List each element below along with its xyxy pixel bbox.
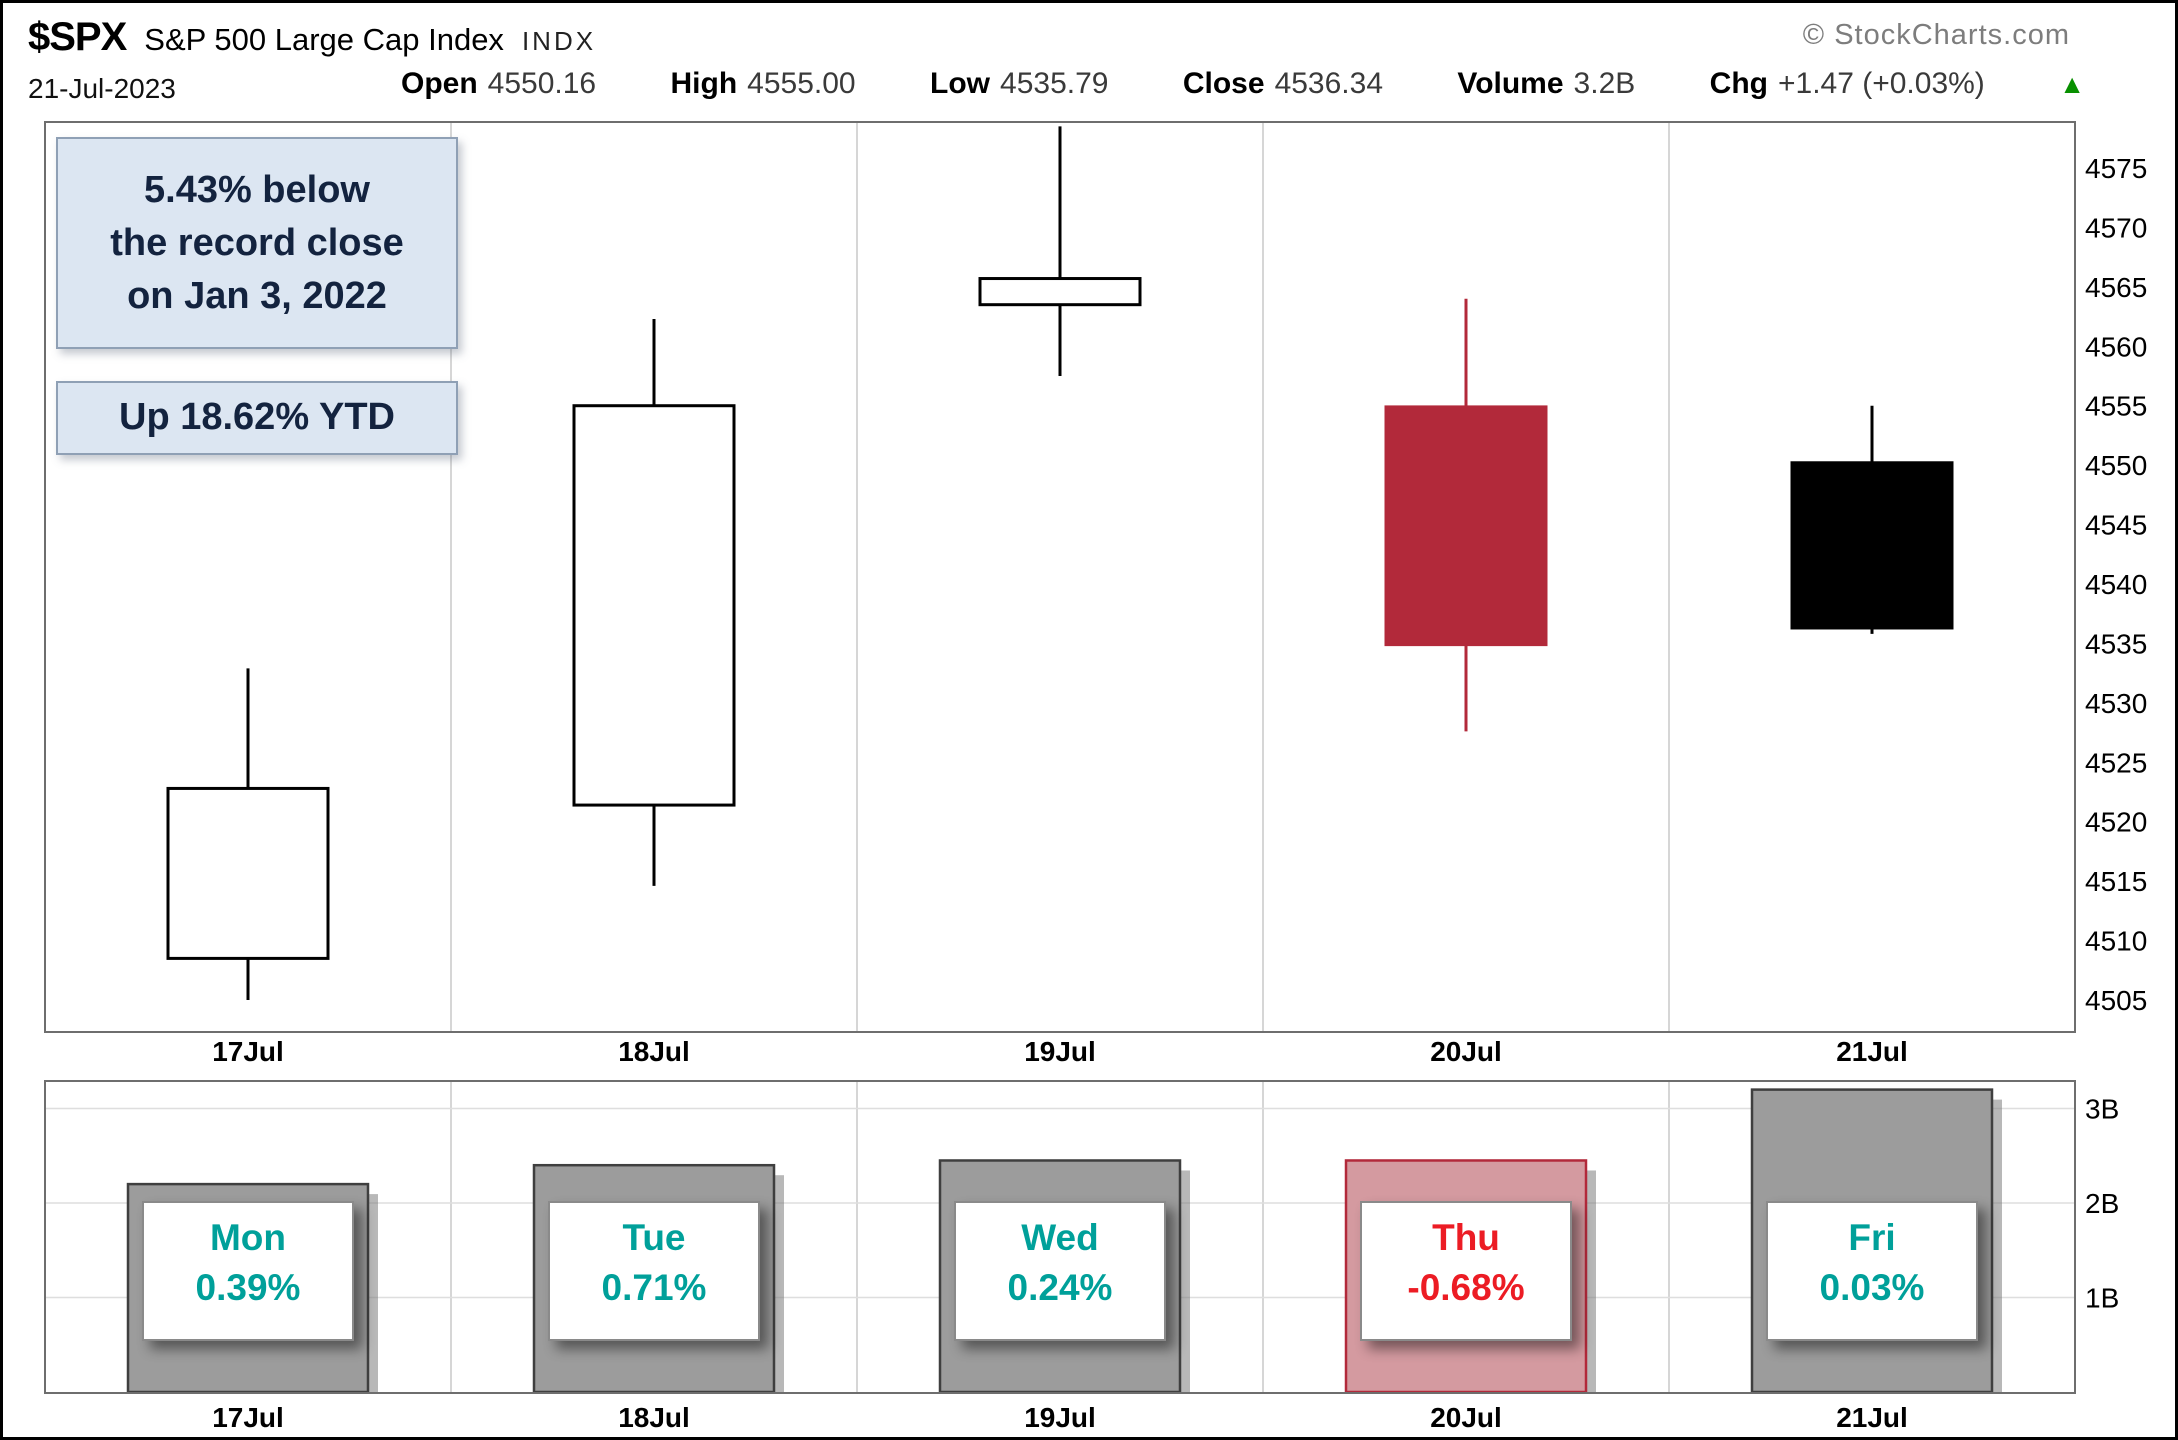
day-change-label-mon: Mon 0.39% xyxy=(142,1201,354,1341)
candle-body-19Jul xyxy=(978,277,1142,307)
day-percent: 0.39% xyxy=(195,1267,301,1308)
day-name: Mon xyxy=(209,1217,287,1258)
day-name: Wed xyxy=(1021,1217,1099,1258)
annotation-line: on Jan 3, 2022 xyxy=(127,274,387,317)
quote-date: 21-Jul-2023 xyxy=(28,73,176,104)
day-percent: 0.71% xyxy=(601,1267,707,1308)
volume-value: 3.2B xyxy=(1573,67,1636,100)
price-axis-tick: 4570 xyxy=(2085,212,2147,243)
volume-xaxis-label: 19Jul xyxy=(1024,1402,1096,1433)
price-xaxis-label: 17Jul xyxy=(212,1036,284,1067)
candle-body-17Jul xyxy=(166,786,330,960)
day-percent: 0.24% xyxy=(1007,1267,1113,1308)
candle-body-21Jul xyxy=(1790,461,1954,630)
day-percent: -0.68% xyxy=(1407,1267,1525,1308)
low-value: 4535.79 xyxy=(1000,67,1109,100)
price-axis-tick: 4505 xyxy=(2085,985,2147,1016)
day-change-label-thu: Thu -0.68% xyxy=(1360,1201,1572,1341)
volume-xaxis-label: 18Jul xyxy=(618,1402,690,1433)
exchange-code: INDX xyxy=(521,26,597,56)
day-name: Fri xyxy=(1848,1217,1896,1258)
volume-quote: Volume 3.2B xyxy=(1457,67,1635,101)
price-xaxis-label: 19Jul xyxy=(1024,1036,1096,1067)
price-axis-tick: 4510 xyxy=(2085,926,2147,957)
volume-xaxis-label: 21Jul xyxy=(1836,1402,1908,1433)
change-quote: Chg +1.47 (+0.03%) xyxy=(1710,67,1985,101)
day-change-label-tue: Tue 0.71% xyxy=(548,1201,760,1341)
stockcharts-watermark: © StockCharts.com xyxy=(1802,19,2070,51)
open-value: 4550.16 xyxy=(487,67,597,100)
price-axis-tick: 4565 xyxy=(2085,272,2147,303)
open-label: Open xyxy=(401,67,478,100)
close-value: 4536.34 xyxy=(1274,67,1384,100)
ticker-symbol: $SPX xyxy=(28,15,127,59)
day-change-label-fri: Fri 0.03% xyxy=(1766,1201,1978,1341)
record-close-annotation: 5.43% below the record close on Jan 3, 2… xyxy=(56,137,458,349)
price-axis-tick: 4520 xyxy=(2085,807,2147,838)
price-axis-tick: 4550 xyxy=(2085,450,2147,481)
volume-axis-tick: 3B xyxy=(2085,1094,2119,1125)
open-quote: Open 4550.16 xyxy=(401,67,596,101)
day-change-label-wed: Wed 0.24% xyxy=(954,1201,1166,1341)
day-percent: 0.03% xyxy=(1819,1267,1925,1308)
price-xaxis-label: 18Jul xyxy=(618,1036,690,1067)
price-axis-tick: 4555 xyxy=(2085,391,2147,422)
ytd-annotation: Up 18.62% YTD xyxy=(56,381,458,455)
price-panel-border xyxy=(44,121,2076,1033)
close-label: Close xyxy=(1182,67,1265,100)
price-axis-tick: 4575 xyxy=(2085,153,2147,184)
price-axis-tick: 4515 xyxy=(2085,866,2147,897)
volume-axis-tick: 1B xyxy=(2085,1283,2119,1314)
change-value: +1.47 (+0.03%) xyxy=(1777,67,1985,100)
high-value: 4555.00 xyxy=(747,67,856,100)
volume-xaxis-label: 20Jul xyxy=(1430,1402,1502,1433)
ohlc-quote-bar: Open 4550.16 High 4555.00 Low 4535.79 Close… xyxy=(401,67,2085,101)
change-label: Chg xyxy=(1709,67,1768,100)
high-label: High xyxy=(670,67,738,100)
annotation-line: 5.43% below xyxy=(144,168,370,211)
low-quote: Low 4535.79 xyxy=(930,67,1108,101)
price-axis-tick: 4545 xyxy=(2085,510,2147,541)
price-xaxis-label: 21Jul xyxy=(1836,1036,1908,1067)
price-xaxis-label: 20Jul xyxy=(1430,1036,1502,1067)
day-name: Tue xyxy=(622,1217,686,1258)
volume-panel-border xyxy=(44,1080,2076,1394)
low-label: Low xyxy=(930,67,991,100)
high-quote: High 4555.00 xyxy=(671,67,856,101)
volume-xaxis-label: 17Jul xyxy=(212,1402,284,1433)
close-quote: Close 4536.34 xyxy=(1183,67,1383,101)
candle-body-18Jul xyxy=(572,404,736,807)
price-axis-tick: 4530 xyxy=(2085,688,2147,719)
price-axis-tick: 4540 xyxy=(2085,569,2147,600)
price-axis-tick: 4525 xyxy=(2085,747,2147,778)
price-axis-tick: 4535 xyxy=(2085,628,2147,659)
annotation-line: the record close xyxy=(110,221,404,264)
candle-body-20Jul xyxy=(1384,405,1548,647)
volume-axis-tick: 2B xyxy=(2085,1188,2119,1219)
index-name: S&P 500 Large Cap Index xyxy=(144,22,504,57)
chart-title: $SPX S&P 500 Large Cap Index INDX xyxy=(28,15,596,60)
price-axis-tick: 4560 xyxy=(2085,331,2147,362)
volume-label: Volume xyxy=(1457,67,1564,100)
day-name: Thu xyxy=(1432,1217,1500,1258)
change-up-icon: ▲ xyxy=(2059,69,2085,99)
